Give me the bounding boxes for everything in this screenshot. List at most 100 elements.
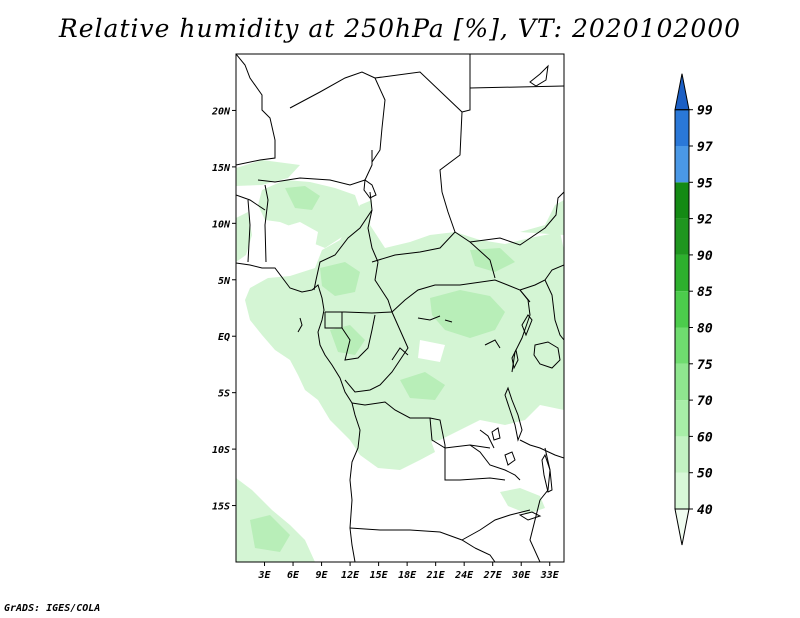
border-egypt-sudan — [469, 85, 564, 89]
humidity-shading-layer — [236, 160, 564, 562]
river-segment-3 — [391, 347, 409, 361]
humidity-area-south — [350, 415, 435, 470]
colorbar-label: 97 — [697, 140, 713, 155]
lat-tick-label: 15S — [212, 502, 230, 513]
lat-tick-label: EQ — [218, 332, 230, 343]
lon-tick-label: 3E — [257, 570, 271, 581]
coastline-gulf-of-guinea — [236, 262, 361, 562]
humidity-patch-6 — [400, 372, 445, 400]
border-gabon-congo — [341, 314, 376, 361]
border-mozambique — [529, 499, 541, 562]
border-drc-angola — [351, 401, 491, 449]
lake-tanganyika — [504, 386, 523, 442]
colorbar-segment — [675, 291, 689, 328]
border-malawi — [539, 447, 551, 501]
lat-tick-label: 5S — [218, 389, 230, 400]
border-niger-nigeria — [257, 177, 366, 186]
colorbar-segment — [675, 436, 689, 473]
colorbar-lower-arrow — [674, 508, 690, 546]
lon-tick-label: 12E — [341, 570, 360, 581]
colorbar-upper-arrow — [674, 73, 690, 111]
lon-tick-label: 24E — [454, 570, 474, 581]
border-benin-nigeria — [264, 184, 269, 263]
lat-tick-label: 20N — [211, 106, 231, 117]
humidity-gap-2 — [418, 340, 445, 362]
lat-tick-label: 10S — [212, 445, 230, 456]
colorbar-segment — [675, 400, 689, 437]
border-niger-chad — [364, 150, 373, 181]
border-chad-sudan — [441, 191, 456, 233]
lon-tick-label: 27E — [483, 570, 503, 581]
border-sudan-south-sudan — [469, 191, 564, 246]
border-zambia-zimbabwe — [461, 509, 531, 541]
colorbar-label: 90 — [697, 249, 713, 264]
colorbar-segment — [675, 146, 689, 183]
border-burkina — [236, 194, 266, 211]
river-congo-segment-2 — [444, 319, 453, 323]
humidity-area-west-coast — [236, 212, 252, 262]
lat-tick-label: 5N — [218, 276, 231, 287]
border-botswana — [474, 547, 496, 562]
colorbar-label: 99 — [697, 104, 713, 119]
lake-bangweulu — [504, 451, 516, 466]
border-eq-guinea — [324, 312, 343, 329]
border-ghana-togo — [247, 199, 251, 263]
lon-tick-label: 30E — [511, 570, 531, 581]
colorbar-segment — [675, 218, 689, 255]
lake-victoria — [533, 341, 561, 369]
colorbar-label: 40 — [697, 503, 713, 518]
colorbar-label: 95 — [697, 176, 713, 191]
lake-malawi — [541, 453, 553, 493]
country-borders — [236, 54, 564, 562]
humidity-area-se-lake — [528, 370, 564, 405]
lake-albert — [521, 314, 533, 337]
border-drc-uganda — [511, 289, 531, 373]
border-nigeria-cameroon — [313, 191, 373, 291]
river-congo-segment-1 — [417, 315, 441, 321]
border-zambia-drc — [469, 444, 521, 481]
colorbar-label: 60 — [697, 430, 713, 445]
humidity-patch-1 — [320, 262, 360, 296]
lake-chad — [363, 179, 377, 199]
border-libya-algeria — [236, 54, 276, 166]
colorbar-segment — [675, 182, 689, 219]
river-segment-4 — [484, 339, 501, 349]
border-south-sudan-uganda — [519, 264, 564, 291]
colorbar: 40 50 60 70 75 80 85 90 92 95 97 99 — [674, 73, 713, 546]
humidity-patch-5 — [470, 248, 515, 272]
border-angola-namibia — [349, 527, 476, 549]
lake-kivu — [511, 348, 519, 370]
border-cameroon-chad — [367, 209, 379, 263]
lon-tick-label: 21E — [426, 570, 446, 581]
border-libya-niger — [289, 71, 376, 109]
humidity-area-east — [520, 200, 564, 235]
colorbar-label: 92 — [697, 213, 713, 228]
border-congo-drc — [344, 311, 409, 393]
border-libya-chad — [371, 77, 386, 163]
lon-tick-label: 15E — [370, 570, 389, 581]
colorbar-label: 75 — [697, 358, 713, 373]
map-frame — [235, 53, 565, 563]
colorbar-label: 80 — [697, 322, 713, 337]
colorbar-segment — [675, 254, 689, 292]
lake-nasser-coast — [529, 64, 549, 87]
lon-tick-label: 9E — [316, 570, 329, 581]
colorbar-label: 70 — [697, 394, 713, 409]
lon-tick-label: 6E — [287, 570, 300, 581]
river-segment-5 — [479, 429, 495, 449]
colorbar-segment — [675, 472, 689, 509]
humidity-patch-4 — [330, 325, 365, 355]
grads-credit: GrADS: IGES/COLA — [4, 603, 101, 614]
lon-tick-label: 33E — [540, 570, 560, 581]
humidity-patch-2 — [430, 290, 505, 338]
border-chad-sudan-north — [374, 71, 463, 193]
border-cameroon-car — [374, 261, 393, 313]
colorbar-segment — [675, 327, 689, 364]
lake-kariba — [518, 511, 542, 521]
colorbar-label: 50 — [697, 467, 713, 482]
humidity-patch-3 — [285, 186, 320, 210]
colorbar-segment — [675, 363, 689, 401]
border-cameroon-gabon — [325, 311, 393, 314]
lat-tick-label: 15N — [212, 163, 231, 174]
